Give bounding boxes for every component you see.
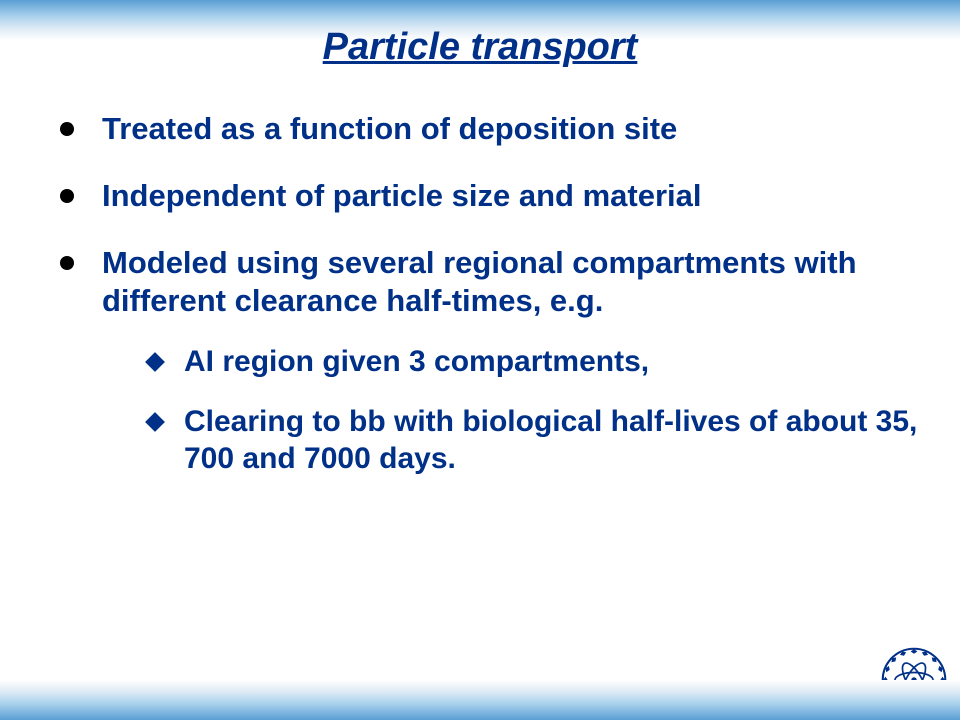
bullet-text: Treated as a function of deposition site (102, 110, 677, 149)
sub-bullet-item: AI region given 3 compartments, (148, 343, 920, 381)
sub-bullet-list: AI region given 3 compartments, Clearing… (148, 343, 920, 478)
diamond-bullet-icon (145, 412, 165, 432)
bullet-item: Treated as a function of deposition site (60, 110, 920, 149)
bullet-dot-icon (60, 256, 74, 270)
sub-bullet-text: AI region given 3 compartments, (184, 343, 649, 381)
slide-title: Particle transport (0, 26, 960, 69)
bottom-gradient-band (0, 680, 960, 720)
slide-content: Treated as a function of deposition site… (60, 110, 920, 500)
bullet-dot-icon (60, 189, 74, 203)
bullet-item: Independent of particle size and materia… (60, 177, 920, 216)
sub-bullet-text: Clearing to bb with biological half-live… (184, 403, 920, 478)
sub-bullet-item: Clearing to bb with biological half-live… (148, 403, 920, 478)
bullet-text: Independent of particle size and materia… (102, 177, 701, 216)
bullet-item: Modeled using several regional compartme… (60, 244, 920, 322)
bullet-dot-icon (60, 122, 74, 136)
bullet-text: Modeled using several regional compartme… (102, 244, 920, 322)
diamond-bullet-icon (145, 352, 165, 372)
